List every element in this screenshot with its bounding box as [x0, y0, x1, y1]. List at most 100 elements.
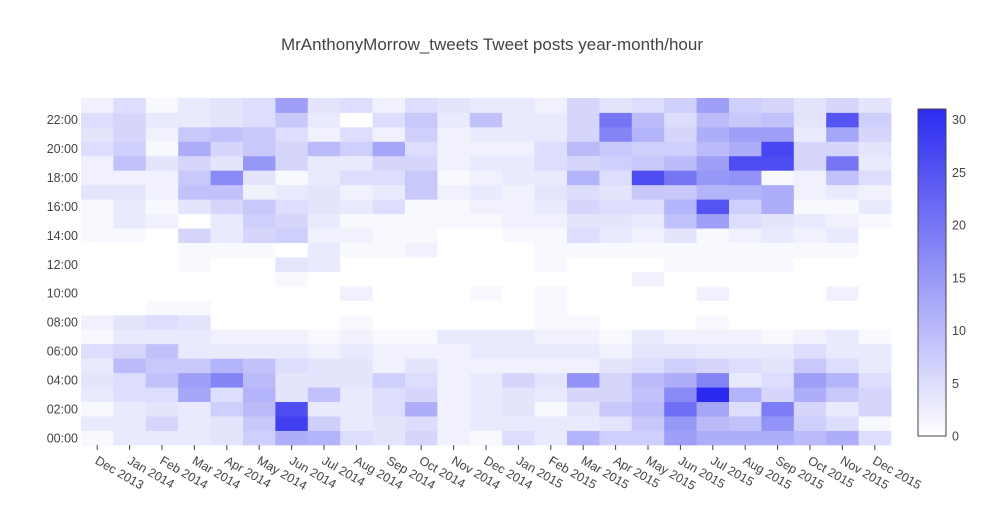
heatmap-cell — [534, 430, 568, 446]
heatmap-cell — [145, 155, 179, 171]
heatmap-cell — [307, 98, 341, 113]
heatmap-cell — [567, 98, 600, 113]
heatmap-cell — [469, 285, 503, 301]
heatmap-cell — [534, 199, 568, 215]
heatmap-cell — [502, 271, 535, 287]
heatmap-cell — [275, 242, 309, 258]
heatmap-cell — [145, 372, 179, 388]
heatmap-cell — [113, 430, 147, 446]
heatmap-cell — [761, 358, 795, 374]
heatmap-cell — [502, 141, 535, 157]
heatmap-cell — [372, 112, 406, 128]
y-axis-ticks: 00:00 02:00 04:00 06:00 08:00 10:00 12:00 14:00… — [47, 113, 78, 445]
heatmap-cell — [469, 170, 503, 186]
heatmap-cell — [372, 155, 406, 171]
heatmap-cell — [793, 141, 827, 157]
heatmap-cell — [858, 199, 892, 215]
heatmap-cell — [858, 257, 892, 272]
heatmap-cell — [858, 184, 892, 200]
heatmap-cell — [372, 343, 406, 359]
heatmap-cell — [793, 155, 827, 171]
heatmap-cell — [761, 285, 795, 301]
heatmap-cell — [567, 314, 600, 330]
heatmap-cell — [81, 430, 114, 446]
heatmap-cell — [696, 343, 730, 359]
heatmap-cell — [210, 314, 244, 330]
heatmap-cell — [858, 98, 892, 113]
heatmap-cell — [469, 126, 503, 142]
heatmap-cell — [275, 155, 309, 171]
heatmap-cell — [113, 242, 147, 258]
heatmap-cell — [437, 184, 471, 200]
heatmap-cell — [210, 199, 244, 215]
heatmap-cell — [599, 416, 633, 431]
heatmap-cell — [372, 358, 406, 374]
heatmap-cell — [113, 141, 147, 157]
heatmap-cell — [210, 372, 244, 388]
heatmap-cell — [567, 213, 600, 229]
heatmap-cell — [567, 271, 600, 287]
heatmap-cell — [599, 98, 633, 113]
heatmap-cell — [664, 170, 697, 186]
heatmap-cell — [307, 199, 341, 215]
heatmap-cell — [178, 343, 211, 359]
heatmap-cell — [664, 300, 697, 316]
heatmap-cell — [502, 314, 535, 330]
heatmap-cell — [340, 430, 373, 446]
heatmap-cell — [145, 112, 179, 128]
heatmap-cell — [113, 213, 147, 229]
heatmap-cell — [793, 372, 827, 388]
heatmap-cell — [793, 199, 827, 215]
heatmap-cell — [145, 358, 179, 374]
heatmap-cell — [437, 112, 471, 128]
heatmap-cell — [696, 170, 730, 186]
heatmap-cell — [664, 98, 697, 113]
heatmap-cell — [469, 184, 503, 200]
heatmap-cell — [178, 112, 211, 128]
heatmap-cell — [178, 155, 211, 171]
heatmap-cell — [307, 300, 341, 316]
heatmap-cell — [631, 372, 665, 388]
heatmap-cell — [761, 199, 795, 215]
heatmap-cell — [761, 329, 795, 345]
heatmap-cell — [178, 228, 211, 243]
heatmap-cell — [826, 155, 859, 171]
heatmap-cell — [761, 314, 795, 330]
heatmap-cell — [696, 430, 730, 446]
heatmap-cell — [729, 257, 762, 272]
heatmap-cell — [307, 126, 341, 142]
heatmap-cell — [145, 401, 179, 417]
heatmap-cell — [534, 271, 568, 287]
heatmap-cell — [113, 300, 147, 316]
heatmap-cell — [178, 387, 211, 403]
heatmap-cell — [437, 242, 471, 258]
heatmap-cell — [729, 358, 762, 374]
heatmap-cell — [81, 329, 114, 345]
heatmap-cell — [664, 126, 697, 142]
heatmap-cell — [826, 358, 859, 374]
heatmap-cell — [599, 329, 633, 345]
heatmap-cell — [405, 257, 438, 272]
heatmap-cell — [210, 242, 244, 258]
heatmap-cell — [210, 98, 244, 113]
heatmap-cell — [405, 343, 438, 359]
heatmap-cell — [405, 387, 438, 403]
heatmap-cell — [210, 285, 244, 301]
heatmap-cell — [567, 257, 600, 272]
heatmap-cell — [599, 257, 633, 272]
heatmap-cell — [502, 242, 535, 258]
heatmap-cell — [113, 329, 147, 345]
heatmap-cell — [437, 141, 471, 157]
heatmap-cell — [826, 271, 859, 287]
heatmap-cell — [340, 199, 373, 215]
heatmap-cell — [793, 271, 827, 287]
heatmap-cell — [372, 170, 406, 186]
heatmap-cell — [372, 213, 406, 229]
heatmap-cell — [437, 257, 471, 272]
heatmap-cell — [599, 141, 633, 157]
heatmap-cell — [793, 314, 827, 330]
heatmap-cell — [372, 228, 406, 243]
heatmap-cell — [664, 358, 697, 374]
